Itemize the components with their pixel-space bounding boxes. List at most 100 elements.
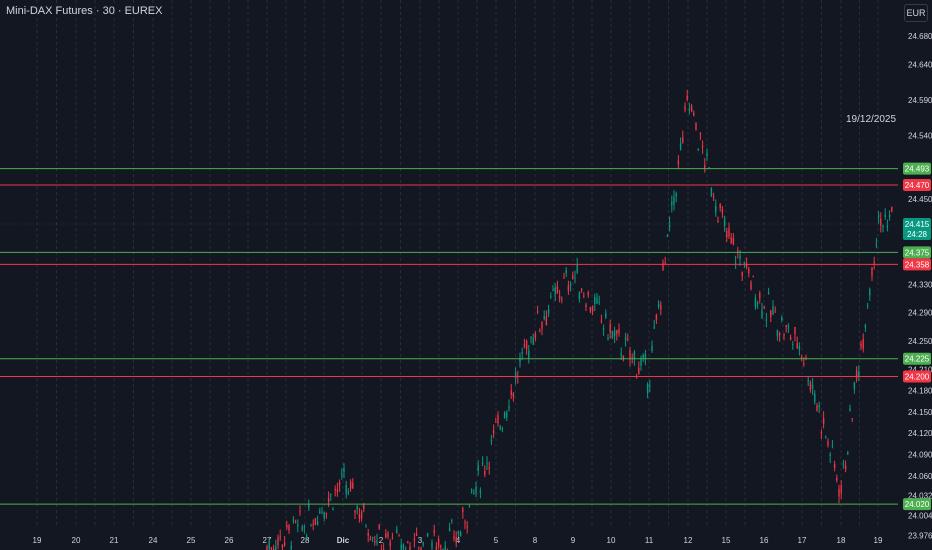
candle-body <box>521 352 523 354</box>
x-tick-label: 2 <box>379 536 384 545</box>
candle-body <box>499 426 501 429</box>
candle-body <box>349 481 352 489</box>
currency-button[interactable]: EUR <box>904 4 928 22</box>
candle-body <box>347 491 350 493</box>
candle-body <box>596 297 598 304</box>
candle-body <box>272 548 275 550</box>
candle-body <box>585 304 587 308</box>
candle-body <box>413 538 416 541</box>
candle-body <box>376 540 378 544</box>
candle-body <box>646 383 649 393</box>
candle-body <box>343 467 345 473</box>
x-tick-label: 4 <box>456 536 461 545</box>
candle-body <box>565 270 567 273</box>
candle-body <box>444 546 446 550</box>
candle-body <box>855 370 858 378</box>
candle-body <box>745 263 748 268</box>
candle-body <box>552 290 554 292</box>
candle-body <box>772 306 774 315</box>
candle-body <box>860 343 862 348</box>
candle-body <box>774 311 776 313</box>
x-tick-label: 3 <box>418 536 423 545</box>
candle-body <box>569 284 572 286</box>
candle-body <box>277 537 279 546</box>
candle-body <box>640 357 642 366</box>
candles <box>266 89 893 550</box>
candle-body <box>754 297 757 308</box>
candle-body <box>752 275 754 277</box>
candle-body <box>341 473 343 475</box>
candle-body <box>374 541 376 543</box>
candle-body <box>448 528 451 531</box>
candle-body <box>798 345 801 350</box>
candle-body <box>479 490 482 493</box>
candle-body <box>741 272 743 277</box>
candle-body <box>712 196 715 198</box>
candle-body <box>363 503 365 509</box>
y-tick-label: 24.120 <box>908 429 932 438</box>
candle-body <box>761 309 763 319</box>
candle-body <box>492 430 495 433</box>
level-price-label: 24.225 <box>905 355 930 364</box>
candle-body <box>616 330 618 334</box>
candle-body <box>475 486 477 493</box>
candle-body <box>882 225 884 228</box>
candle-body <box>629 350 631 360</box>
level-price-badge <box>903 246 931 259</box>
candle-body <box>440 545 442 547</box>
level-price-label: 24.358 <box>905 260 930 269</box>
candle-body <box>409 546 411 550</box>
candle-body <box>862 339 864 349</box>
candle-body <box>871 267 873 276</box>
candle-body <box>851 418 853 420</box>
candle-body <box>748 268 750 274</box>
candle-body <box>336 489 339 493</box>
x-tick-label: 16 <box>760 536 769 545</box>
candle-body <box>803 363 805 365</box>
candle-body <box>294 521 297 523</box>
candle-body <box>367 532 369 536</box>
candle-body <box>627 338 629 340</box>
candle-body <box>310 525 312 527</box>
candle-body <box>466 526 468 528</box>
candle-body <box>710 188 713 197</box>
candle-body <box>682 137 684 143</box>
candle-body <box>268 541 270 550</box>
candle-body <box>719 203 721 209</box>
candle-body <box>396 528 398 534</box>
x-tick-label: 9 <box>571 536 576 545</box>
candle-body <box>642 354 644 359</box>
candle-body <box>407 541 409 544</box>
x-tick-label: 25 <box>187 536 196 545</box>
candle-body <box>495 421 497 423</box>
candle-body <box>657 303 660 307</box>
candle-body <box>891 206 893 212</box>
y-tick-label: 24.680 <box>908 32 932 41</box>
candle-body <box>354 510 356 513</box>
candle-body <box>609 324 611 333</box>
candle-body <box>723 218 726 227</box>
candle-body <box>684 106 686 110</box>
candle-body <box>651 345 653 352</box>
candle-body <box>866 305 869 307</box>
candle-body <box>726 230 728 238</box>
candle-body <box>378 524 380 529</box>
candle-body <box>512 393 515 398</box>
candle-body <box>800 357 803 359</box>
candle-body <box>888 214 891 218</box>
candle-body <box>536 311 539 313</box>
candle-body <box>728 228 730 237</box>
candle-body <box>360 512 363 519</box>
candle-body <box>697 148 699 150</box>
candle-body <box>673 196 675 205</box>
level-price-badge <box>903 498 931 511</box>
candle-body <box>708 167 710 169</box>
candle-body <box>312 523 314 525</box>
candle-body <box>721 209 724 213</box>
candle-body <box>849 408 851 412</box>
candle-body <box>501 428 504 430</box>
candle-body <box>338 482 341 485</box>
candle-body <box>422 542 424 545</box>
x-tick-label: 15 <box>722 536 731 545</box>
